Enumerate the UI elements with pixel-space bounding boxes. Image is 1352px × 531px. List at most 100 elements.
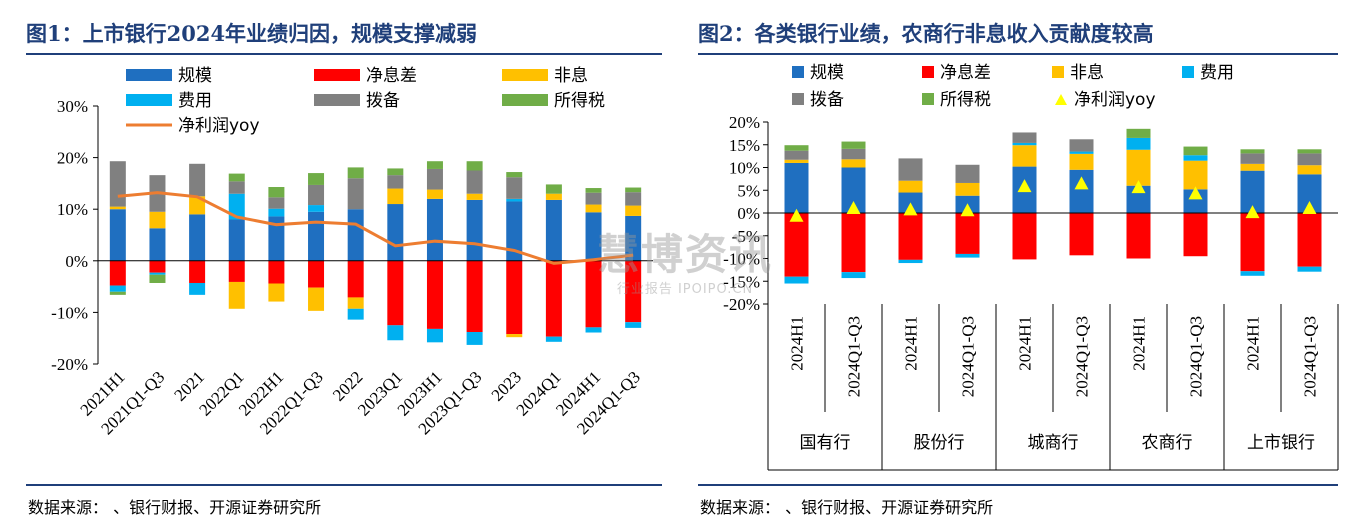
fig2-bar-2-2 <box>898 180 923 193</box>
fig2-group-label-4: 上市银行 <box>1247 433 1315 453</box>
fig2-bar-3-4 <box>955 164 980 183</box>
fig2-y-tick-label-5: -5% <box>732 227 760 246</box>
fig1-bar-3-0 <box>228 219 245 261</box>
fig1-y-tick-label-3: 0% <box>65 252 88 271</box>
fig1-bar-1-2 <box>149 211 166 229</box>
figure-1-panel: 图1：上市银行2024年业绩归因，规模支撑减弱 30% 20% 10% 0% -10% -… <box>26 21 662 517</box>
fig1-bar-4-3 <box>268 208 285 217</box>
fig1-bar-10-3 <box>506 198 523 202</box>
fig1-bar-8-4 <box>426 168 443 190</box>
fig1-bar-6-3 <box>347 308 364 320</box>
fig1-bar-7-3 <box>387 325 404 341</box>
fig2-x-tick-label-4: 2024H1 <box>1016 316 1035 371</box>
fig2-bar-5-2 <box>1069 153 1094 170</box>
fig1-bar-10-1 <box>506 260 523 335</box>
fig1-bar-5-2 <box>308 287 325 311</box>
fig1-bar-7-4 <box>387 175 404 189</box>
fig1-bar-7-1 <box>387 260 404 326</box>
fig2-bar-6-2 <box>1126 149 1151 186</box>
fig1-bar-12-0 <box>585 212 602 261</box>
fig1-bar-1-1 <box>149 260 166 273</box>
fig2-bar-3-2 <box>955 182 980 196</box>
fig1-bar-12-1 <box>585 260 602 328</box>
fig2-bar-9-1 <box>1297 213 1322 267</box>
fig2-x-tick-label-0: 2024H1 <box>788 316 807 371</box>
fig2-y-tick-label-8: -20% <box>723 295 760 314</box>
fig2-point-2 <box>903 202 918 216</box>
fig1-bar-9-2 <box>466 193 483 200</box>
fig1-bar-8-5 <box>426 161 443 169</box>
fig1-bar-0-4 <box>109 161 126 207</box>
fig1-bar-13-2 <box>625 205 642 216</box>
fig1-bar-9-0 <box>466 199 483 261</box>
fig1-y-tick-label-4: -10% <box>51 303 88 322</box>
fig2-bar-2-4 <box>898 158 923 181</box>
fig2-point-8 <box>1245 205 1260 219</box>
fig1-bar-2-4 <box>189 163 206 197</box>
fig1-legend-label-5: 所得税 <box>554 91 605 111</box>
fig1-bar-3-4 <box>228 181 245 194</box>
fig2-legend-swatch-0 <box>792 66 804 78</box>
figure-2-source: 数据来源： 、银行财报、开源证券研究所 <box>700 498 994 517</box>
fig2-bar-9-4 <box>1297 153 1322 166</box>
fig2-bar-1-3 <box>841 272 866 279</box>
fig1-bar-8-0 <box>426 198 443 261</box>
fig2-group-label-1: 股份行 <box>914 433 965 453</box>
fig2-legend-label-1: 净息差 <box>940 63 991 83</box>
fig2-bar-3-3 <box>955 253 980 258</box>
fig2-legend-swatch-4 <box>792 93 804 105</box>
fig1-bar-13-3 <box>625 322 642 328</box>
fig2-point-4 <box>1017 179 1032 193</box>
fig2-bar-0-2 <box>784 159 809 163</box>
fig1-bar-13-1 <box>625 260 642 323</box>
fig2-bar-8-4 <box>1240 153 1265 164</box>
fig2-x-tick-label-1: 2024Q1-Q3 <box>845 316 864 397</box>
fig2-y-tick-label-6: -10% <box>723 250 760 269</box>
fig2-point-6 <box>1131 180 1146 194</box>
fig1-bar-4-1 <box>268 260 285 284</box>
fig1-bar-7-5 <box>387 168 404 176</box>
fig2-legend-swatch-6 <box>1055 94 1067 105</box>
fig1-legend-swatch-1 <box>314 69 360 81</box>
fig1-bar-12-5 <box>585 188 602 193</box>
fig1-bar-9-5 <box>466 161 483 171</box>
fig1-bar-12-4 <box>585 192 602 205</box>
fig2-bar-3-1 <box>955 213 980 254</box>
fig2-x-tick-label-6: 2024H1 <box>1130 316 1149 371</box>
fig1-bar-8-2 <box>426 189 443 199</box>
fig2-bar-2-1 <box>898 213 923 260</box>
fig1-bar-5-4 <box>308 184 325 206</box>
fig2-bar-8-3 <box>1240 271 1265 276</box>
fig2-y-tick-label-2: 10% <box>729 159 760 178</box>
fig1-bar-11-3 <box>545 336 562 342</box>
figure-1-title: 图1：上市银行2024年业绩归因，规模支撑减弱 <box>26 21 478 46</box>
fig1-bar-9-1 <box>466 260 483 333</box>
fig2-bar-7-5 <box>1183 146 1208 156</box>
fig1-bar-12-3 <box>585 327 602 333</box>
fig2-x-tick-label-9: 2024Q1-Q3 <box>1301 316 1320 397</box>
fig1-bar-4-4 <box>268 197 285 209</box>
fig2-y-tick-label-7: -15% <box>723 272 760 291</box>
fig2-bar-4-1 <box>1012 213 1037 260</box>
fig2-bar-5-4 <box>1069 139 1094 152</box>
fig1-bar-2-0 <box>189 214 206 261</box>
fig2-bar-7-2 <box>1183 160 1208 190</box>
fig1-bar-1-0 <box>149 228 166 261</box>
fig2-legend-label-0: 规模 <box>810 63 844 83</box>
fig2-bar-7-3 <box>1183 155 1208 161</box>
fig1-bar-4-0 <box>268 216 285 261</box>
fig2-bar-0-0 <box>784 162 809 213</box>
fig2-point-7 <box>1188 186 1203 200</box>
fig2-y-tick-label-0: 20% <box>729 113 760 132</box>
fig1-bar-6-5 <box>347 167 364 179</box>
fig1-bar-2-3 <box>189 282 206 295</box>
fig2-bar-8-2 <box>1240 163 1265 171</box>
fig1-legend-swatch-3 <box>126 94 172 106</box>
fig1-bar-6-2 <box>347 297 364 309</box>
fig2-x-tick-label-2: 2024H1 <box>902 316 921 371</box>
fig1-bar-11-0 <box>545 199 562 261</box>
fig1-y-tick-label-5: -20% <box>51 355 88 374</box>
fig2-bar-9-3 <box>1297 266 1322 272</box>
fig1-bar-10-5 <box>506 172 523 178</box>
